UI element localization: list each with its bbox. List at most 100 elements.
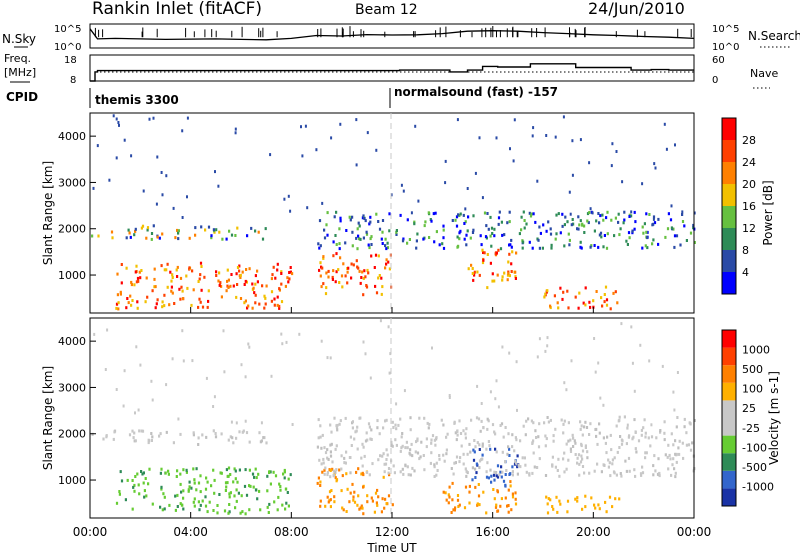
colorbar-tick-label: 12 — [742, 222, 756, 235]
heatmap-cell — [478, 273, 481, 277]
heatmap-cell — [603, 234, 606, 237]
heatmap-cell — [478, 466, 481, 470]
heatmap-cell — [163, 507, 166, 511]
heatmap-cell — [663, 122, 666, 126]
heatmap-cell — [375, 501, 378, 505]
heatmap-cell — [271, 273, 274, 277]
heatmap-cell — [174, 494, 177, 498]
heatmap-cell — [176, 275, 179, 278]
heatmap-cell — [413, 220, 416, 224]
heatmap-cell — [131, 479, 134, 482]
heatmap-cell — [589, 245, 592, 249]
heatmap-cell — [577, 453, 581, 457]
heatmap-cell — [175, 475, 178, 478]
heatmap-cell — [571, 433, 574, 437]
heatmap-cell — [511, 250, 514, 254]
heatmap-cell — [464, 436, 467, 440]
heatmap-cell — [625, 442, 628, 446]
heatmap-cell — [380, 292, 383, 296]
heatmap-cell — [464, 467, 467, 471]
heatmap-cell — [464, 432, 467, 436]
heatmap-cell — [341, 285, 344, 289]
heatmap-cell — [576, 496, 579, 500]
heatmap-cell — [266, 505, 269, 509]
heatmap-cell — [588, 161, 591, 165]
heatmap-cell — [654, 469, 657, 473]
heatmap-cell — [282, 472, 285, 476]
heatmap-cell — [327, 275, 330, 279]
heatmap-cell — [585, 426, 589, 429]
heatmap-cell — [362, 293, 365, 297]
heatmap-cell — [124, 498, 127, 502]
heatmap-cell — [357, 494, 360, 498]
heatmap-cell — [397, 423, 400, 427]
heatmap-cell — [233, 494, 236, 498]
heatmap-cell — [498, 210, 501, 214]
heatmap-cell — [571, 139, 574, 143]
heatmap-cell — [573, 439, 576, 443]
heatmap-cell — [456, 118, 459, 122]
heatmap-cell — [355, 118, 358, 122]
heatmap-cell — [395, 233, 398, 236]
heatmap-cell — [522, 210, 525, 214]
heatmap-cell — [511, 465, 514, 469]
heatmap-cell — [237, 491, 240, 495]
heatmap-cell — [496, 273, 499, 277]
heatmap-cell — [357, 221, 360, 225]
heatmap-cell — [447, 493, 450, 497]
heatmap-cell — [478, 503, 481, 507]
heatmap-cell — [462, 462, 465, 466]
heatmap-cell — [329, 450, 332, 454]
heatmap-cell — [125, 236, 128, 240]
heatmap-cell — [618, 497, 621, 501]
x-tick-label: 20:00 — [576, 525, 611, 539]
heatmap-cell — [481, 444, 484, 448]
heatmap-cell — [685, 239, 688, 242]
heatmap-cell — [335, 425, 339, 429]
heatmap-cell — [646, 236, 649, 240]
heatmap-cell — [215, 228, 218, 232]
heatmap-cell — [387, 325, 390, 329]
heatmap-cell — [245, 268, 248, 271]
heatmap-cell — [115, 117, 118, 121]
heatmap-cell — [123, 138, 126, 142]
nsky-tick-high: 10^5 — [54, 24, 81, 35]
heatmap-cell — [148, 467, 151, 471]
heatmap-cell — [269, 470, 272, 474]
heatmap-cell — [527, 417, 530, 421]
colorbar-segment — [722, 418, 736, 436]
heatmap-cell — [681, 210, 684, 214]
heatmap-cell — [251, 472, 255, 476]
heatmap-cell — [232, 480, 235, 484]
heatmap-cell — [362, 236, 365, 240]
heatmap-cell — [506, 273, 510, 277]
nave-label: Nave — [750, 67, 778, 80]
heatmap-cell — [559, 502, 562, 506]
heatmap-cell — [227, 511, 230, 515]
heatmap-cell — [678, 452, 681, 456]
heatmap-cell — [646, 246, 649, 250]
heatmap-cell — [334, 447, 337, 451]
heatmap-cell — [341, 474, 344, 478]
heatmap-cell — [497, 216, 501, 220]
heatmap-cell — [528, 240, 531, 244]
heatmap-cell — [639, 472, 643, 476]
heatmap-cell — [519, 439, 522, 443]
heatmap-cell — [454, 461, 457, 465]
heatmap-cell — [401, 239, 405, 243]
heatmap-cell — [130, 283, 133, 287]
heatmap-cell — [472, 458, 476, 462]
heatmap-cell — [236, 226, 239, 230]
heatmap-cell — [668, 453, 671, 457]
heatmap-cell — [366, 494, 369, 498]
colorbar-segment — [722, 330, 736, 348]
heatmap-cell — [496, 475, 500, 479]
heatmap-cell — [501, 233, 504, 237]
heatmap-cell — [136, 306, 139, 310]
heatmap-cell — [179, 297, 182, 301]
heatmap-cell — [582, 301, 585, 305]
heatmap-cell — [652, 473, 655, 477]
heatmap-cell — [458, 460, 461, 464]
heatmap-cell — [223, 509, 227, 513]
heatmap-cell — [192, 288, 195, 292]
